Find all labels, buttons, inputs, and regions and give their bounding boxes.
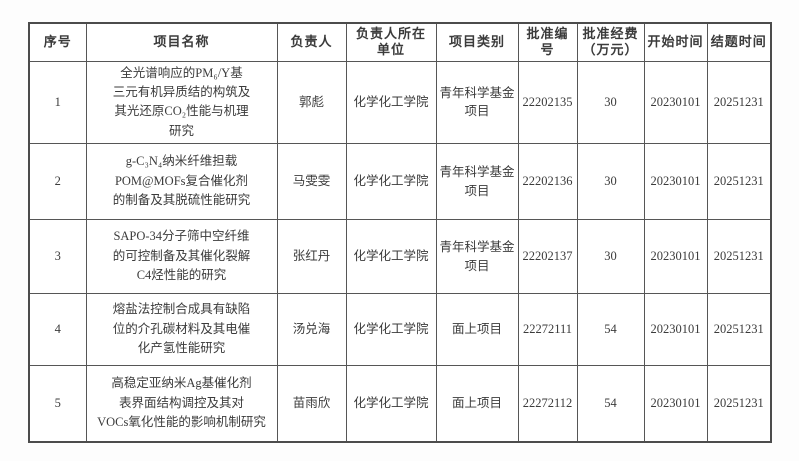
column-header-name: 项目名称: [85, 22, 278, 62]
cell-name: 全光谱响应的PM₆/Y基 三元有机异质结的构筑及 其光还原CO₂性能与机理 研究: [85, 60, 278, 144]
cell-end: 20251231: [706, 60, 772, 144]
cell-index: 3: [28, 219, 87, 294]
cell-leader: 马雯雯: [276, 143, 347, 220]
cell-funding: 54: [576, 365, 645, 442]
column-header-start: 开始时间: [643, 22, 708, 62]
cell-index: 1: [28, 60, 87, 144]
cell-approval_no: 22202136: [517, 143, 578, 220]
cell-start: 20230101: [643, 219, 708, 294]
column-header-end: 结题时间: [706, 22, 772, 62]
cell-unit: 化学化工学院: [345, 365, 437, 442]
cell-start: 20230101: [643, 365, 708, 442]
cell-category: 青年科学基金 项目: [435, 60, 519, 144]
column-header-funding: 批准经费 （万元）: [576, 22, 645, 62]
cell-leader: 张红丹: [276, 219, 347, 294]
cell-index: 5: [28, 365, 87, 442]
cell-start: 20230101: [643, 293, 708, 366]
table-row: 3 SAPO-34分子筛中空纤维 的可控制备及其催化裂解 C4烃性能的研究 张红丹化…: [28, 219, 772, 294]
cell-leader: 汤兑海: [276, 293, 347, 366]
table-row: 4 熔盐法控制合成具有缺陷 位的介孔碳材料及其电催 化产氢性能研究 汤兑海 化学化工学…: [28, 293, 772, 366]
cell-end: 20251231: [706, 293, 772, 366]
cell-funding: 54: [576, 293, 645, 366]
cell-leader: 郭彪: [276, 60, 347, 144]
cell-unit: 化学化工学院: [345, 143, 437, 220]
cell-funding: 30: [576, 143, 645, 220]
cell-approval_no: 22202137: [517, 219, 578, 294]
cell-index: 4: [28, 293, 87, 366]
table-row: 1 全光谱响应的PM₆/Y基 三元有机异质结的构筑及 其光还原CO₂性能与机理 研…: [28, 60, 772, 144]
cell-approval_no: 22202135: [517, 60, 578, 144]
cell-category: 青年科学基金 项目: [435, 219, 519, 294]
cell-start: 20230101: [643, 143, 708, 220]
cell-name: 熔盐法控制合成具有缺陷 位的介孔碳材料及其电催 化产氢性能研究: [85, 293, 278, 366]
cell-funding: 30: [576, 60, 645, 144]
column-header-leader: 负责人: [276, 22, 347, 62]
project-table: 序号 项目名称 负责人 负责人所在单位 项目类别 批准编号 批准经费 （万元） 开始时间 结题时…: [28, 22, 772, 443]
column-header-approval_no: 批准编号: [517, 22, 578, 62]
cell-name: SAPO-34分子筛中空纤维 的可控制备及其催化裂解 C4烃性能的研究: [85, 219, 278, 294]
table-row: 5 高稳定亚纳米Ag基催化剂 表界面结构调控及其对 VOCs氧化性能的影响机制研究…: [28, 365, 772, 442]
cell-category: 青年科学基金 项目: [435, 143, 519, 220]
cell-funding: 30: [576, 219, 645, 294]
cell-unit: 化学化工学院: [345, 219, 437, 294]
cell-start: 20230101: [643, 60, 708, 144]
column-header-unit: 负责人所在单位: [345, 22, 437, 62]
cell-category: 面上项目: [435, 365, 519, 442]
cell-end: 20251231: [706, 365, 772, 442]
cell-index: 2: [28, 143, 87, 220]
cell-approval_no: 22272111: [517, 293, 578, 366]
column-header-category: 项目类别: [435, 22, 519, 62]
project-table-body: 1 全光谱响应的PM₆/Y基 三元有机异质结的构筑及 其光还原CO₂性能与机理 研…: [28, 60, 772, 442]
cell-unit: 化学化工学院: [345, 60, 437, 144]
cell-end: 20251231: [706, 143, 772, 220]
cell-approval_no: 22272112: [517, 365, 578, 442]
cell-unit: 化学化工学院: [345, 293, 437, 366]
table-row: 2 g-C₃N₄纳米纤维担载 POM@MOFs复合催化剂 的制备及其脱硫性能研究马…: [28, 143, 772, 220]
cell-name: g-C₃N₄纳米纤维担载 POM@MOFs复合催化剂 的制备及其脱硫性能研究: [85, 143, 278, 220]
cell-end: 20251231: [706, 219, 772, 294]
cell-name: 高稳定亚纳米Ag基催化剂 表界面结构调控及其对 VOCs氧化性能的影响机制研究: [85, 365, 278, 442]
table-header-row: 序号 项目名称 负责人 负责人所在单位 项目类别 批准编号 批准经费 （万元） 开始时间 结题时…: [28, 22, 772, 62]
cell-leader: 苗雨欣: [276, 365, 347, 442]
cell-category: 面上项目: [435, 293, 519, 366]
column-header-index: 序号: [28, 22, 87, 62]
